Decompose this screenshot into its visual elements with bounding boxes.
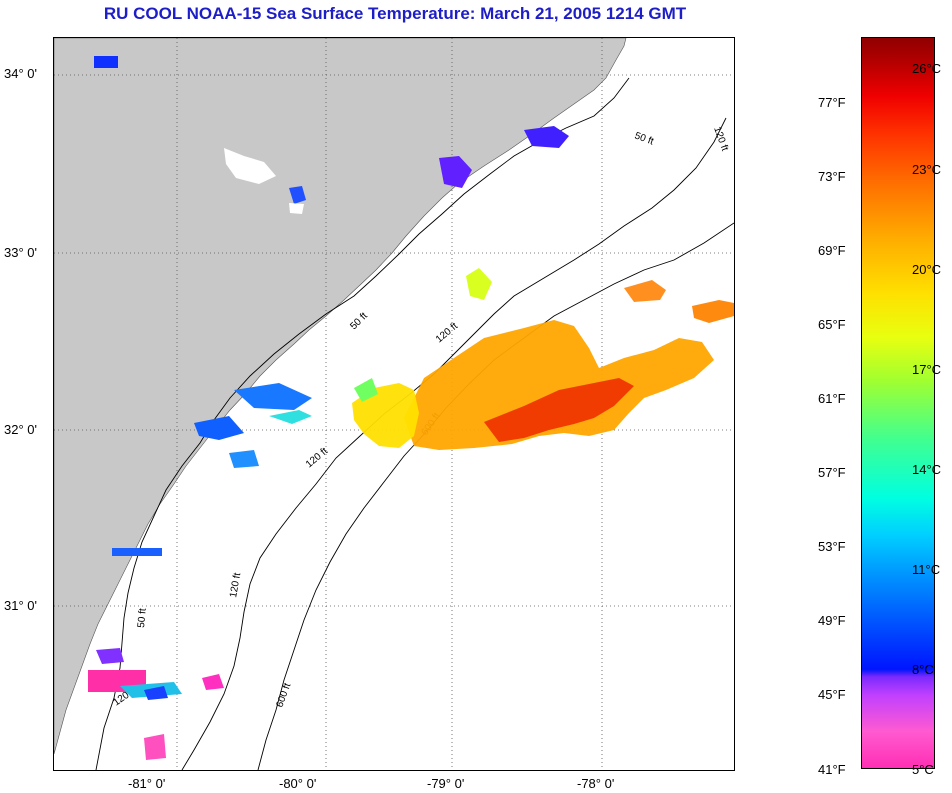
sst-blue-patch-south	[144, 686, 168, 700]
lon-label-79: -79° 0'	[427, 776, 465, 791]
contour-label-50ft-b: 50 ft	[633, 130, 655, 147]
land-area	[54, 38, 627, 755]
colorbar-c-label-26: 26°C	[912, 61, 942, 76]
sst-warm-band-yellow	[352, 383, 419, 448]
lat-label-31: 31° 0'	[4, 598, 37, 613]
contour-label-120ft: 120 ft	[434, 321, 460, 346]
sst-pink-patch-south2	[144, 734, 166, 760]
sst-map-canvas: 50 ft 120 ft 600 ft 50 ft 120 ft 120 ft …	[54, 38, 734, 770]
contour-label-120ft-d: 120 ft	[228, 572, 243, 599]
colorbar-f-label-49: 49°F	[818, 613, 846, 628]
colorbar-c-label-17: 17°C	[912, 362, 942, 377]
lat-label-34: 34° 0'	[4, 66, 37, 81]
sst-warm-band-red	[484, 378, 634, 442]
lon-label-81: -81° 0'	[128, 776, 166, 791]
lat-label-32: 32° 0'	[4, 422, 37, 437]
sst-purple-patch-ne2	[524, 126, 569, 148]
lon-label-80: -80° 0'	[279, 776, 317, 791]
contour-label-50ft: 50 ft	[348, 310, 370, 332]
sst-map[interactable]: 50 ft 120 ft 600 ft 50 ft 120 ft 120 ft …	[53, 37, 735, 771]
contour-label-600ft-b: 600 ft	[274, 682, 293, 709]
colorbar-f-label-65: 65°F	[818, 317, 846, 332]
sst-orange-patch-e	[692, 300, 734, 323]
sst-purple-patch-south	[96, 648, 124, 664]
sst-warm-band-orange	[404, 320, 714, 450]
sst-yellow-patch-n	[466, 268, 492, 300]
sst-blue-patch-nw	[94, 56, 118, 68]
sst-orange-patch-ne	[624, 280, 666, 302]
lat-label-33: 33° 0'	[4, 245, 37, 260]
colorbar-f-label-61: 61°F	[818, 391, 846, 406]
sst-blue-patch-mid	[289, 186, 306, 204]
sst-purple-patch-ne	[439, 156, 472, 188]
colorbar-f-label-41: 41°F	[818, 762, 846, 777]
contour-label-50ft-c: 50 ft	[136, 608, 149, 629]
cloud-patch-nw	[224, 148, 276, 184]
colorbar-c-label-11: 11°C	[912, 562, 941, 577]
colorbar-f-label-77: 77°F	[818, 95, 846, 110]
sst-cyan-strip	[269, 410, 312, 424]
colorbar-f-label-45: 45°F	[818, 687, 846, 702]
colorbar-f-label-73: 73°F	[818, 169, 846, 184]
cloud-patch-nw2	[289, 203, 304, 214]
map-title: RU COOL NOAA-15 Sea Surface Temperature:…	[103, 4, 687, 23]
contour-50ft	[95, 77, 630, 770]
sst-magenta-patch-south	[202, 674, 224, 690]
temperature-colorbar	[861, 37, 935, 769]
sst-blue-streak-2	[194, 416, 244, 440]
sst-blue-streak-1	[234, 383, 312, 410]
colorbar-f-label-69: 69°F	[818, 243, 846, 258]
contour-label-120ft-b: 120 ft	[711, 125, 730, 152]
colorbar-c-label-14: 14°C	[912, 462, 942, 477]
colorbar-c-label-23: 23°C	[912, 162, 942, 177]
colorbar-c-label-8: 8°C	[912, 662, 934, 677]
colorbar-c-label-20: 20°C	[912, 262, 942, 277]
sst-green-patch	[354, 378, 378, 402]
lon-label-78: -78° 0'	[577, 776, 615, 791]
colorbar-c-label-5: 5°C	[912, 762, 934, 777]
sst-blue-bar-sw	[112, 548, 162, 556]
colorbar-f-label-57: 57°F	[818, 465, 846, 480]
sst-blue-streak-3	[229, 450, 259, 468]
sst-data-patches	[88, 56, 734, 760]
colorbar-f-label-53: 53°F	[818, 539, 846, 554]
